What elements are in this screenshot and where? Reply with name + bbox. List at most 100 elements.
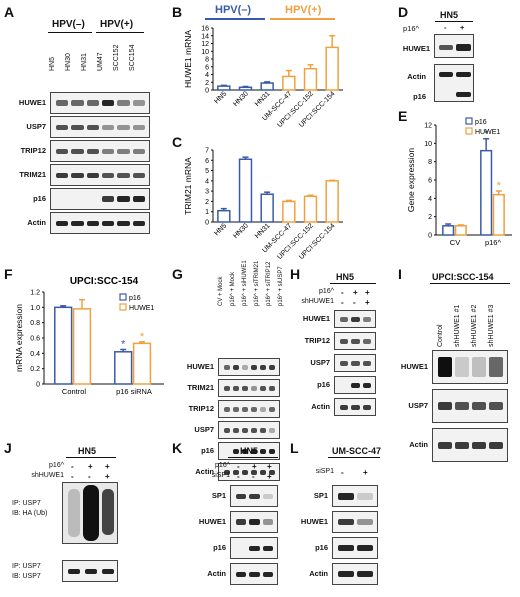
band (456, 72, 471, 77)
blot-strip (50, 188, 150, 210)
band (260, 406, 266, 412)
panel-l-cell: UM-SCC-47 (332, 446, 382, 456)
bar (260, 193, 274, 223)
row-label: TRIP12 (188, 404, 214, 413)
row-label: USP7 (310, 358, 330, 367)
band (242, 385, 248, 391)
panel-f-letter: F (4, 266, 13, 282)
panel-d-row-actin: Actin (407, 72, 426, 81)
band (224, 427, 230, 433)
lane-label: HN31 (81, 53, 88, 71)
condition-value: + (365, 298, 370, 307)
blot-strip (334, 398, 376, 416)
y-tick-label: 6 (428, 178, 432, 185)
band (102, 172, 115, 178)
panel-h-letter: H (290, 266, 301, 282)
condition-value: + (353, 288, 358, 297)
legend-swatch (119, 303, 127, 311)
panel-j-ip2: IP: USP7 (12, 563, 41, 570)
blot-strip (332, 537, 378, 559)
y-tick-label: 14 (201, 33, 209, 40)
blot-strip (218, 358, 280, 376)
panel-b-letter: B (172, 4, 183, 20)
band (224, 406, 230, 412)
bar (217, 85, 231, 91)
legend-label: HUWE1 (475, 129, 500, 136)
row-label: USP7 (194, 425, 214, 434)
band (242, 427, 248, 433)
x-tick-label: p16 siRNA (116, 387, 152, 396)
row-label: SP1 (211, 491, 226, 500)
y-tick-label: 7 (205, 148, 209, 155)
panel-i-letter: I (398, 266, 402, 282)
y-axis-label: mRNA expression (14, 304, 24, 372)
bar (325, 180, 339, 223)
blot-strip (332, 563, 378, 585)
row-label: HUWE1 (18, 98, 46, 107)
band (362, 316, 371, 322)
band (472, 441, 486, 449)
band (351, 338, 360, 344)
lane-label: p16^ + siTRIM21 (254, 260, 260, 306)
y-tick-label: 0.8 (30, 320, 40, 327)
band (71, 148, 84, 154)
y-tick-label: 12 (201, 41, 209, 48)
x-tick-label: HN31 (254, 222, 272, 240)
panel-b-hpv-pos: HPV(+) (285, 4, 322, 16)
band (132, 148, 145, 154)
y-tick-label: 1.2 (30, 290, 40, 297)
band (357, 571, 373, 577)
row-label: HUWE1 (400, 362, 428, 371)
band (489, 357, 503, 377)
panel-j-letter: J (4, 440, 12, 456)
bar (492, 193, 505, 236)
condition-value: - (71, 462, 74, 471)
row-label: Actin (409, 440, 428, 449)
bar (480, 149, 493, 236)
band (439, 72, 453, 77)
blot-strip (334, 376, 376, 394)
row-label: HUWE1 (198, 517, 226, 526)
smear (102, 489, 114, 535)
lane-label: shHUWE1 #2 (471, 304, 478, 347)
blot-strip (230, 485, 278, 507)
band (262, 519, 273, 525)
band (236, 571, 247, 577)
band (71, 100, 84, 106)
band (357, 519, 373, 525)
row-label: Actin (311, 402, 330, 411)
bar (72, 308, 92, 385)
legend-swatch (119, 293, 127, 301)
band (269, 364, 275, 370)
panel-a-pos-line (96, 32, 144, 33)
panel-h-cell-line (330, 283, 376, 284)
band (472, 402, 486, 410)
legend-label: p16 (129, 295, 141, 302)
panel-d-letter: D (398, 4, 409, 20)
band (251, 364, 257, 370)
band (260, 427, 266, 433)
band (86, 124, 99, 130)
blot-strip (432, 350, 508, 384)
condition-value: + (267, 472, 272, 481)
band (233, 448, 239, 454)
row-label: USP7 (26, 122, 46, 131)
band (102, 220, 115, 226)
panel-a-letter: A (4, 4, 15, 20)
x-tick-label: HN5 (213, 222, 228, 237)
row-label: p16 (213, 543, 226, 552)
blot-strip (218, 463, 280, 481)
panel-a-neg-line (48, 32, 92, 33)
y-tick-label: 0.6 (30, 336, 40, 343)
band (132, 124, 145, 130)
band (71, 124, 84, 130)
condition-value: - (252, 472, 255, 481)
bar (282, 200, 296, 223)
panel-b-hpv-neg: HPV(–) (215, 4, 252, 16)
panel-d-p16-label: p16^ (403, 24, 420, 33)
smear (83, 485, 99, 541)
band (86, 220, 99, 226)
band (438, 441, 452, 449)
panel-g-letter: G (172, 266, 183, 282)
blot-strip (218, 379, 280, 397)
